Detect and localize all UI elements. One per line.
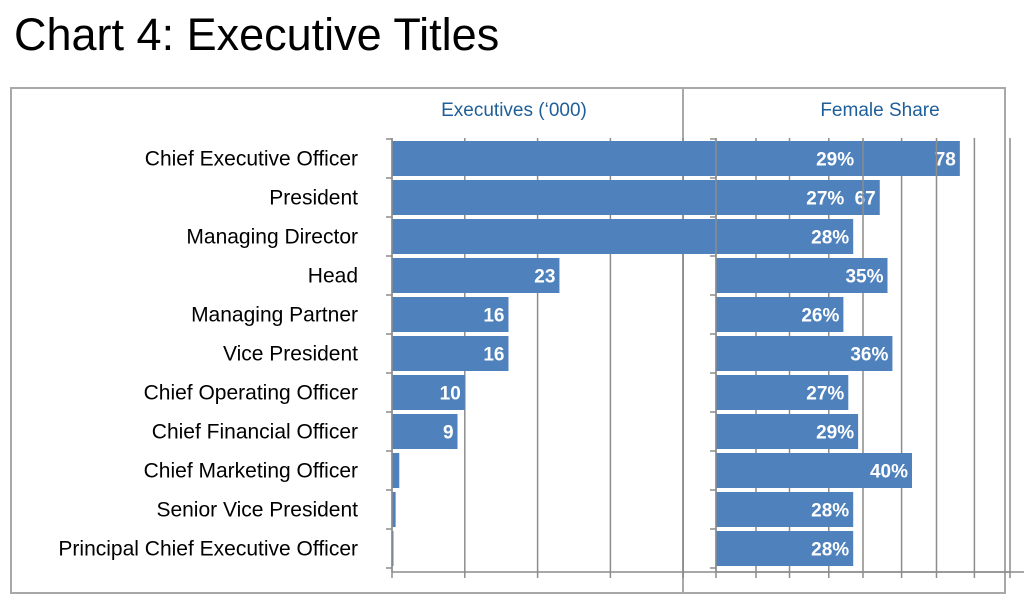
bar <box>716 375 849 410</box>
category-label: Vice President <box>223 343 358 366</box>
bar-value-label: 28% <box>811 228 849 249</box>
category-label: Managing Director <box>186 226 358 249</box>
bar-value-label: 35% <box>845 267 883 288</box>
bar-value-label: 16 <box>483 306 504 327</box>
category-label: Principal Chief Executive Officer <box>58 538 358 561</box>
bar <box>392 141 960 176</box>
bar-value-label: 36% <box>850 345 888 366</box>
category-label: President <box>269 187 358 210</box>
category-label: Chief Financial Officer <box>152 421 358 444</box>
executives-panel: Executives (‘000)786759231616109 <box>386 100 1024 578</box>
category-label: Head <box>308 265 358 288</box>
category-label: Chief Operating Officer <box>144 382 358 405</box>
panel-header: Executives (‘000) <box>441 100 587 121</box>
bar-value-label: 78 <box>935 150 956 171</box>
category-labels: Chief Executive Officer President Managing… <box>58 148 358 561</box>
category-label: Managing Partner <box>191 304 358 327</box>
bar-value-label: 23 <box>534 267 555 288</box>
bar <box>716 141 859 176</box>
chart-frame <box>10 87 1006 594</box>
category-label: Chief Executive Officer <box>145 148 358 171</box>
category-label: Chief Marketing Officer <box>144 460 358 483</box>
bar <box>392 336 509 371</box>
bar <box>716 258 888 293</box>
bar <box>716 531 854 566</box>
bar <box>716 180 849 215</box>
bar <box>716 336 893 371</box>
bar <box>392 297 509 332</box>
bar-value-label: 28% <box>811 501 849 522</box>
bar-value-label: 26% <box>801 306 839 327</box>
bar-value-label: 9 <box>443 423 454 444</box>
bar <box>716 414 859 449</box>
bar <box>392 258 560 293</box>
bar <box>716 453 912 488</box>
bar <box>392 453 400 488</box>
bar <box>392 414 458 449</box>
bar-value-label: 27% <box>806 384 844 405</box>
female-share-panel: Female Share 29% 27% 28% 35% 26% 36% 27% 29% 40% 2… <box>710 100 1011 578</box>
bar <box>716 492 854 527</box>
bar-value-label: 29% <box>816 150 854 171</box>
bar-value-label: 29% <box>816 423 854 444</box>
bar-value-label: 67 <box>855 189 876 210</box>
bar-value-label: 27% <box>806 189 844 210</box>
bar-value-label: 40% <box>870 462 908 483</box>
bar <box>392 375 465 410</box>
bar <box>716 219 854 254</box>
bar-value-label: 10 <box>440 384 461 405</box>
bar <box>716 297 844 332</box>
chart-title: Chart 4: Executive Titles <box>14 9 500 60</box>
category-label: Senior Vice President <box>156 499 358 522</box>
bar <box>392 492 396 527</box>
bar-value-label: 16 <box>483 345 504 366</box>
panel-header: Female Share <box>820 100 939 121</box>
bar-value-label: 28% <box>811 540 849 561</box>
